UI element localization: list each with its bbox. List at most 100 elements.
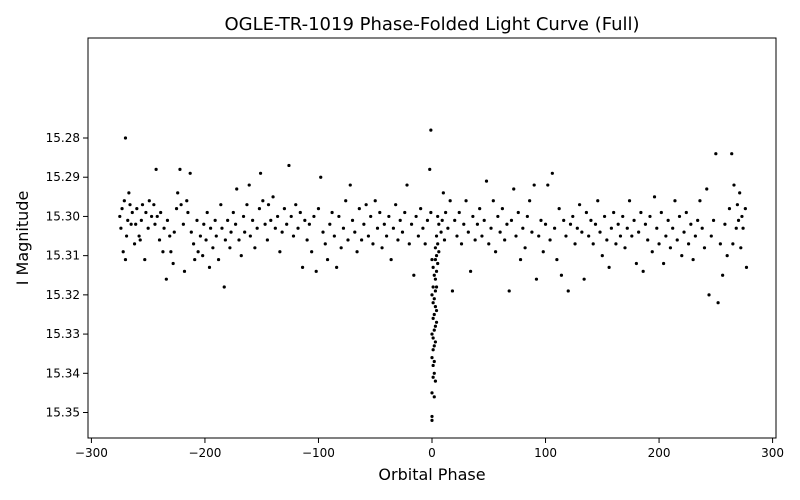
data-point bbox=[416, 234, 420, 238]
data-point bbox=[541, 250, 545, 254]
y-tick-label: 15.28 bbox=[46, 131, 80, 145]
data-point bbox=[614, 242, 618, 246]
data-point bbox=[211, 246, 215, 250]
data-point bbox=[431, 363, 435, 368]
data-point bbox=[412, 273, 416, 277]
data-point bbox=[434, 234, 439, 238]
y-axis-ticks: 15.28 15.29 15.30 15.31 15.32 15.33 15.34 15.35 bbox=[46, 131, 88, 420]
data-point bbox=[634, 261, 638, 266]
x-tick-label: −200 bbox=[188, 446, 221, 460]
data-point bbox=[207, 265, 212, 270]
data-point bbox=[431, 375, 435, 379]
data-point bbox=[650, 250, 654, 254]
data-point bbox=[525, 214, 529, 219]
data-point bbox=[505, 222, 509, 226]
data-point bbox=[659, 210, 663, 215]
data-point bbox=[182, 269, 187, 273]
data-point bbox=[434, 285, 439, 289]
data-point bbox=[263, 222, 267, 226]
data-point bbox=[573, 242, 577, 246]
data-point bbox=[430, 356, 434, 360]
data-point bbox=[591, 242, 595, 246]
data-point bbox=[430, 418, 434, 422]
data-point bbox=[512, 187, 516, 191]
data-point bbox=[444, 210, 448, 215]
data-point bbox=[509, 218, 514, 222]
data-point bbox=[429, 128, 433, 132]
data-point bbox=[400, 230, 405, 234]
data-point bbox=[550, 171, 554, 175]
data-point bbox=[655, 226, 659, 230]
data-point bbox=[247, 183, 251, 187]
data-point bbox=[191, 242, 196, 246]
data-point bbox=[241, 214, 246, 219]
data-point bbox=[138, 238, 142, 242]
data-point bbox=[598, 230, 602, 234]
data-point bbox=[273, 226, 277, 230]
data-point bbox=[310, 250, 314, 254]
data-point bbox=[389, 257, 393, 262]
data-point bbox=[431, 348, 435, 352]
data-point bbox=[171, 261, 175, 266]
data-point bbox=[348, 183, 352, 187]
data-point bbox=[730, 152, 734, 156]
data-point bbox=[433, 257, 438, 262]
data-point bbox=[432, 328, 436, 332]
data-point bbox=[464, 199, 468, 203]
data-point bbox=[205, 210, 209, 215]
y-tick-label: 15.35 bbox=[46, 406, 80, 420]
data-point bbox=[555, 257, 559, 262]
data-point bbox=[425, 218, 430, 222]
data-point bbox=[433, 246, 438, 250]
data-point bbox=[303, 218, 307, 222]
data-point bbox=[355, 250, 359, 254]
data-point bbox=[437, 222, 441, 226]
data-point bbox=[621, 214, 625, 219]
data-point bbox=[432, 359, 436, 364]
data-point bbox=[662, 261, 666, 266]
data-point bbox=[646, 238, 650, 242]
data-point bbox=[294, 203, 298, 207]
data-point bbox=[423, 242, 427, 246]
data-point bbox=[489, 226, 493, 230]
data-point bbox=[162, 226, 166, 230]
data-point bbox=[159, 210, 163, 215]
data-point bbox=[126, 218, 130, 222]
data-point bbox=[123, 136, 128, 140]
data-point bbox=[702, 246, 707, 250]
data-point bbox=[709, 234, 713, 238]
data-point bbox=[321, 230, 325, 234]
data-point bbox=[607, 265, 611, 270]
data-point bbox=[657, 242, 661, 246]
data-point bbox=[144, 210, 148, 215]
data-point bbox=[223, 238, 227, 242]
data-point bbox=[316, 206, 321, 211]
y-tick-label: 15.30 bbox=[46, 209, 80, 223]
data-point bbox=[123, 257, 128, 262]
data-point bbox=[201, 254, 205, 258]
data-point bbox=[119, 226, 123, 230]
data-point bbox=[498, 230, 502, 234]
data-point bbox=[736, 218, 741, 222]
data-point bbox=[161, 250, 165, 254]
data-point bbox=[319, 175, 323, 179]
data-point bbox=[434, 308, 439, 313]
data-point bbox=[571, 214, 575, 219]
data-point bbox=[625, 226, 629, 230]
data-point bbox=[219, 203, 223, 207]
data-point bbox=[589, 218, 593, 222]
data-point bbox=[732, 183, 736, 187]
data-point bbox=[233, 222, 238, 226]
data-point bbox=[357, 206, 361, 211]
data-point bbox=[440, 218, 444, 222]
data-point bbox=[129, 222, 133, 226]
data-point bbox=[314, 269, 318, 273]
data-point bbox=[442, 238, 447, 242]
data-point bbox=[433, 379, 438, 383]
data-point bbox=[289, 214, 293, 219]
data-point bbox=[738, 191, 742, 195]
data-point bbox=[353, 230, 357, 234]
data-point bbox=[671, 226, 675, 230]
data-point bbox=[431, 336, 435, 340]
data-point bbox=[127, 191, 131, 195]
